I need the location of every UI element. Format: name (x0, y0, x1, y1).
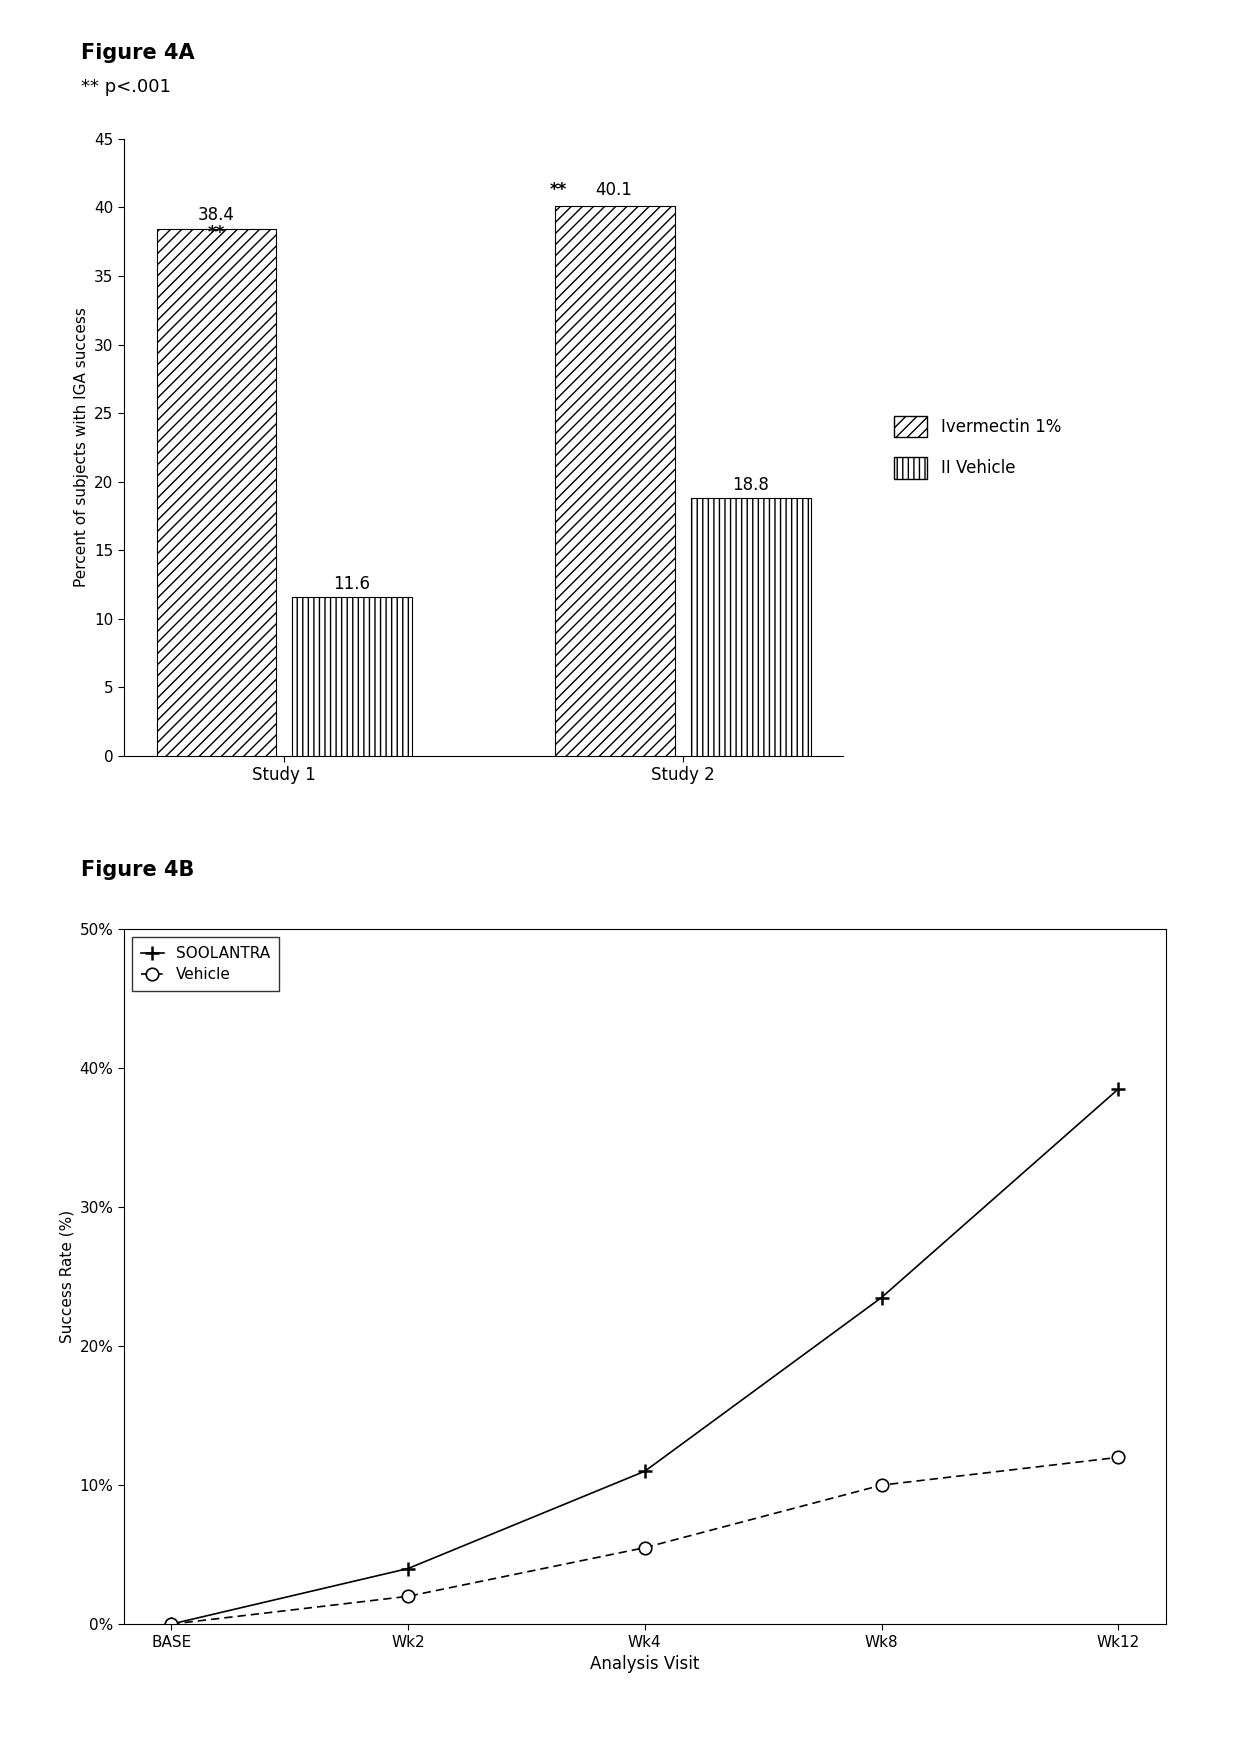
SOOLANTRA (637, 1461, 652, 1482)
Y-axis label: Percent of subjects with IGA success: Percent of subjects with IGA success (73, 307, 88, 587)
Bar (691, 499, 811, 756)
Legend: Ivermectin 1%, II Vehicle: Ivermectin 1%, II Vehicle (888, 410, 1068, 485)
SOOLANTRA (164, 1614, 179, 1635)
Text: Figure 4B: Figure 4B (81, 860, 193, 881)
Vehicle (874, 1475, 889, 1496)
Vehicle (401, 1586, 415, 1607)
X-axis label: Analysis Visit: Analysis Visit (590, 1655, 699, 1673)
Text: ** p<.001: ** p<.001 (81, 78, 170, 96)
Text: **: ** (551, 181, 568, 200)
Vehicle (637, 1537, 652, 1558)
Text: 38.4: 38.4 (198, 207, 234, 224)
Bar (293, 596, 412, 756)
Text: 18.8: 18.8 (733, 476, 769, 493)
Vehicle (1111, 1447, 1126, 1468)
Text: **: ** (208, 224, 226, 241)
Y-axis label: Success Rate (%): Success Rate (%) (60, 1211, 74, 1343)
Text: Figure 4A: Figure 4A (81, 43, 195, 64)
Line: SOOLANTRA: SOOLANTRA (165, 1082, 1125, 1631)
Bar (156, 229, 277, 756)
Vehicle (164, 1614, 179, 1635)
Line: Vehicle: Vehicle (165, 1450, 1125, 1631)
Legend: SOOLANTRA, Vehicle: SOOLANTRA, Vehicle (131, 936, 279, 992)
Text: 40.1: 40.1 (595, 181, 632, 200)
Text: 11.6: 11.6 (334, 575, 371, 592)
SOOLANTRA (874, 1287, 889, 1308)
SOOLANTRA (1111, 1079, 1126, 1100)
Bar (556, 207, 675, 756)
SOOLANTRA (401, 1558, 415, 1579)
